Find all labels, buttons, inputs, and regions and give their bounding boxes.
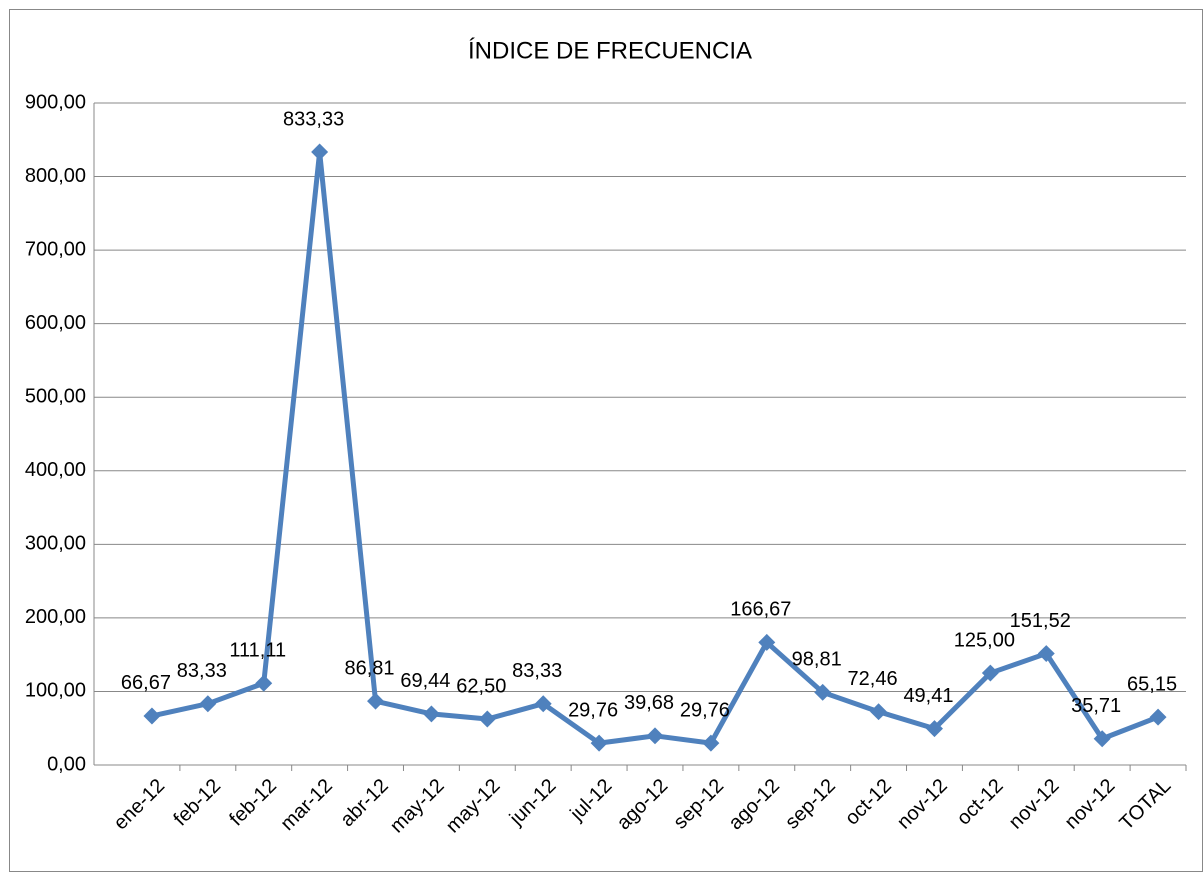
data-label: 111,11 — [229, 640, 286, 662]
data-label: 125,00 — [954, 629, 1015, 651]
y-tick-label: 100,00 — [25, 680, 86, 702]
data-label: 29,76 — [568, 699, 618, 721]
marker — [925, 720, 943, 738]
data-label: 151,52 — [1010, 610, 1071, 632]
y-tick-label: 0,00 — [47, 753, 86, 775]
marker — [590, 734, 608, 752]
marker — [367, 692, 385, 710]
marker — [1037, 645, 1055, 663]
data-label: 166,67 — [730, 599, 791, 621]
y-tick-label: 600,00 — [25, 312, 86, 334]
chart-title: ÍNDICE DE FRECUENCIA — [468, 37, 752, 64]
data-label: 39,68 — [624, 692, 674, 714]
marker — [478, 710, 496, 728]
data-label: 35,71 — [1071, 695, 1121, 717]
y-tick-label: 200,00 — [25, 606, 86, 628]
data-label: 66,67 — [121, 672, 171, 694]
marker — [1149, 708, 1167, 726]
marker — [758, 633, 776, 651]
data-label: 83,33 — [177, 660, 227, 682]
marker — [422, 705, 440, 723]
marker — [981, 664, 999, 682]
marker — [199, 695, 217, 713]
data-label: 69,44 — [400, 670, 450, 692]
data-label: 833,33 — [283, 108, 344, 130]
data-label: 98,81 — [792, 649, 842, 671]
chart-border — [9, 9, 1203, 872]
marker — [814, 683, 832, 701]
data-label: 29,76 — [680, 699, 730, 721]
data-label: 83,33 — [512, 660, 562, 682]
y-tick-label: 500,00 — [25, 386, 86, 408]
data-label: 65,15 — [1127, 673, 1177, 695]
y-tick-label: 700,00 — [25, 238, 86, 260]
marker — [534, 695, 552, 713]
y-tick-label: 900,00 — [25, 91, 86, 113]
data-label: 72,46 — [848, 668, 898, 690]
marker — [255, 674, 273, 692]
marker — [143, 707, 161, 725]
marker — [702, 734, 720, 752]
marker — [646, 727, 664, 745]
marker — [1093, 730, 1111, 748]
data-label: 62,50 — [456, 675, 506, 697]
y-tick-label: 400,00 — [25, 459, 86, 481]
marker — [311, 143, 329, 161]
y-tick-label: 800,00 — [25, 165, 86, 187]
data-label: 49,41 — [903, 685, 953, 707]
marker — [870, 703, 888, 721]
y-tick-label: 300,00 — [25, 533, 86, 555]
data-label: 86,81 — [344, 657, 394, 679]
